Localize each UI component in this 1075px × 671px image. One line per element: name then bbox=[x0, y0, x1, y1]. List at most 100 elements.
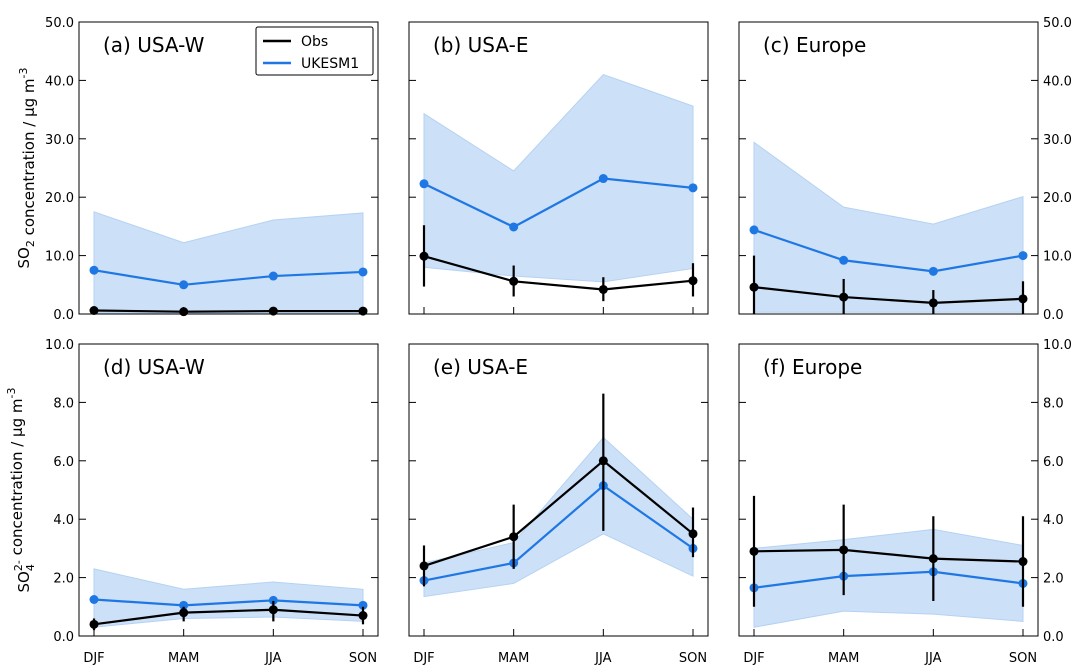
obs-point bbox=[839, 545, 849, 555]
x-tick-label: MAM bbox=[498, 651, 529, 666]
axes-frame bbox=[738, 343, 1039, 637]
y-tick-label: 4.0 bbox=[53, 513, 74, 528]
obs-line bbox=[93, 309, 363, 313]
legend: Obs UKESM1 bbox=[255, 26, 374, 76]
panel-d: DJF MAM JJA SON 0.0 2.0 4.0 6.0 8.0 10.0 (d) USA-W… bbox=[5, 338, 379, 666]
ukesm1-point bbox=[509, 222, 519, 232]
y-axis-label: SO2 concentration / μg m-3 bbox=[15, 67, 38, 268]
panel-title: (b) USA-E bbox=[433, 33, 528, 57]
y-tick-label: 20.0 bbox=[45, 191, 74, 206]
obs-point bbox=[928, 298, 938, 308]
obs-point bbox=[749, 282, 759, 292]
y-tick-label-right: 2.0 bbox=[1043, 572, 1064, 587]
x-tick-label: JJA bbox=[924, 651, 941, 666]
panel-c: 0.0 10.0 20.0 30.0 40.0 50.0 (c) Europe bbox=[738, 16, 1072, 323]
axes-frame bbox=[738, 21, 1039, 315]
ukesm1-point bbox=[179, 280, 189, 290]
obs-point bbox=[419, 561, 429, 571]
obs-line bbox=[753, 548, 1024, 563]
legend-entry: UKESM1 bbox=[301, 56, 359, 72]
panel-a: 0.0 10.0 20.0 30.0 40.0 50.0 (a) USA-W SO2 conc… bbox=[15, 16, 379, 323]
ukesm1-point bbox=[928, 266, 938, 276]
panel-f: DJF MAM JJA SON 0.0 2.0 4.0 6.0 8.0 10.0 (f) Europ… bbox=[738, 338, 1072, 666]
x-tick-label: MAM bbox=[828, 651, 859, 666]
obs-point bbox=[688, 529, 698, 539]
y-tick-label-right: 8.0 bbox=[1043, 396, 1064, 411]
y-tick-label: 50.0 bbox=[45, 16, 74, 31]
y-tick-label-right: 4.0 bbox=[1043, 513, 1064, 528]
obs-point bbox=[839, 292, 849, 302]
y-tick-label: 10.0 bbox=[45, 338, 74, 353]
legend-entry: Obs bbox=[301, 34, 328, 50]
obs-point bbox=[1018, 557, 1028, 567]
panel-title: (f) Europe bbox=[763, 355, 862, 379]
obs-point bbox=[749, 546, 759, 556]
ukesm1-point bbox=[358, 600, 368, 610]
ukesm1-point bbox=[358, 267, 368, 277]
model-range-band bbox=[93, 211, 364, 314]
y-tick-label-right: 10.0 bbox=[1043, 250, 1072, 265]
y-tick-label-right: 6.0 bbox=[1043, 455, 1064, 470]
ukesm1-line bbox=[423, 484, 694, 582]
obs-line bbox=[753, 286, 1024, 305]
x-tick-label: DJF bbox=[413, 651, 434, 666]
x-tick-label: DJF bbox=[743, 651, 764, 666]
obs-point bbox=[598, 284, 608, 294]
obs-point bbox=[598, 456, 608, 466]
y-tick-label: 2.0 bbox=[53, 572, 74, 587]
model-range-band bbox=[753, 528, 1024, 628]
ukesm1-point bbox=[419, 179, 429, 189]
ukesm1-line bbox=[753, 228, 1024, 273]
ukesm1-line bbox=[93, 598, 364, 607]
ukesm1-point bbox=[1018, 251, 1028, 261]
model-range-band bbox=[423, 73, 694, 283]
ukesm1-line bbox=[423, 177, 694, 229]
model-range-band bbox=[423, 436, 694, 598]
ukesm1-point bbox=[598, 174, 608, 184]
panel-title: (c) Europe bbox=[763, 33, 866, 57]
ukesm1-point bbox=[89, 265, 99, 275]
axes-frame bbox=[408, 343, 709, 637]
obs-point bbox=[419, 251, 429, 261]
x-tick-label: MAM bbox=[168, 651, 199, 666]
y-tick-label: 10.0 bbox=[45, 250, 74, 265]
y-tick-label: 0.0 bbox=[53, 630, 74, 645]
axes-frame bbox=[408, 21, 709, 315]
ukesm1-point bbox=[179, 600, 189, 610]
x-tick-label: JJA bbox=[594, 651, 611, 666]
obs-point bbox=[89, 619, 99, 629]
obs-point bbox=[179, 608, 189, 618]
x-tick-label: SON bbox=[349, 651, 377, 666]
obs-line bbox=[423, 459, 694, 567]
ukesm1-point bbox=[89, 595, 99, 604]
obs-point bbox=[688, 276, 698, 286]
panel-b: (b) USA-E bbox=[408, 21, 709, 315]
ukesm1-point bbox=[749, 225, 759, 235]
panel-e: DJF MAM JJA SON (e) USA-E bbox=[408, 343, 709, 666]
panel-title: (a) USA-W bbox=[103, 33, 205, 57]
panel-title: (e) USA-E bbox=[433, 355, 528, 379]
ukesm1-line bbox=[753, 570, 1024, 589]
ukesm1-point bbox=[688, 183, 698, 193]
y-tick-label-right: 30.0 bbox=[1043, 133, 1072, 148]
ukesm1-point bbox=[268, 595, 278, 605]
obs-line bbox=[423, 255, 694, 291]
x-tick-label: JJA bbox=[264, 651, 281, 666]
x-tick-label: SON bbox=[1009, 651, 1037, 666]
obs-line bbox=[93, 608, 364, 626]
obs-point bbox=[928, 554, 938, 564]
y-tick-label: 40.0 bbox=[45, 74, 74, 89]
y-tick-label-right: 0.0 bbox=[1043, 630, 1064, 645]
y-tick-label: 0.0 bbox=[53, 308, 74, 323]
ukesm1-line bbox=[93, 269, 364, 286]
y-tick-label-right: 50.0 bbox=[1043, 16, 1072, 31]
obs-point bbox=[509, 532, 519, 542]
y-tick-label-right: 40.0 bbox=[1043, 74, 1072, 89]
model-range-band bbox=[753, 141, 1024, 313]
obs-point bbox=[1018, 294, 1028, 304]
y-tick-label-right: 20.0 bbox=[1043, 191, 1072, 206]
axes-frame bbox=[78, 343, 379, 637]
x-tick-label: SON bbox=[679, 651, 707, 666]
obs-point bbox=[268, 605, 278, 615]
